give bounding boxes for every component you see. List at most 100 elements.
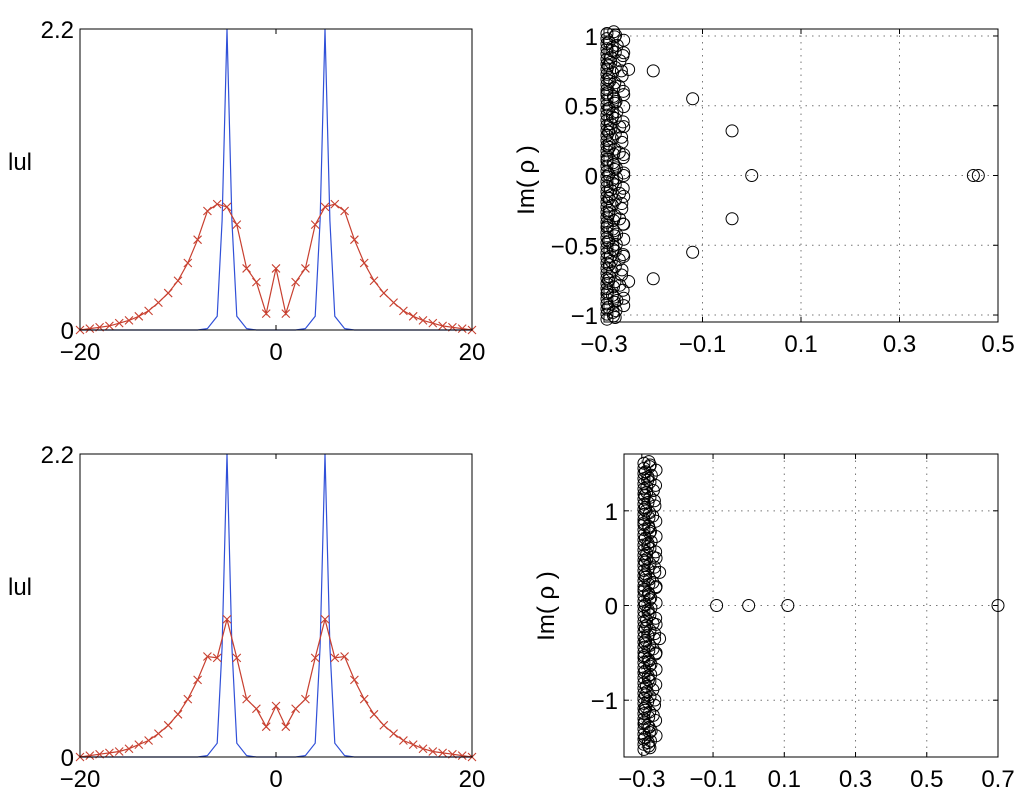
x-marker (418, 744, 428, 754)
x-marker (359, 694, 369, 704)
x-marker (105, 748, 114, 758)
eigenvalue-point (600, 307, 614, 321)
x-marker (183, 694, 193, 704)
eigenvalue-point (610, 294, 624, 308)
eigenvalue-point (600, 32, 614, 46)
x-marker (389, 729, 398, 738)
x-tick-label: 0.5 (981, 331, 1014, 358)
x-marker (428, 747, 438, 756)
eigenvalue-point (646, 509, 660, 523)
x-marker (330, 199, 340, 209)
x-marker (222, 614, 232, 624)
eigenvalue-point (617, 299, 631, 313)
panel-bottom-right: −0.3 −0.1 0.1 0.3 0.5 0.7 −1 0 1 Im( ρ ) (533, 453, 1015, 793)
y-tick-label: −0.5 (551, 233, 598, 260)
eigenvalue-point (608, 163, 622, 177)
eigenvalue-point (600, 78, 614, 92)
x-marker (85, 324, 95, 334)
x-marker (163, 720, 173, 730)
x-marker (369, 276, 379, 286)
axes-frame (623, 453, 999, 758)
eigenvalue-point (646, 272, 660, 286)
eigenvalue-point (637, 487, 651, 501)
x-marker (271, 701, 281, 711)
x-marker (301, 264, 310, 273)
series-line-1 (79, 203, 473, 331)
x-marker (379, 720, 389, 730)
x-marker (379, 288, 389, 298)
y-tick-label: 0 (605, 594, 618, 621)
x-marker (232, 220, 242, 230)
x-marker (291, 704, 300, 714)
eigenvalue-point (649, 662, 663, 676)
x-tick-label: 0.3 (883, 331, 916, 358)
eigenvalue-point (649, 551, 663, 565)
eigenvalue-point (637, 507, 651, 521)
eigenvalue-point (600, 134, 614, 148)
eigenvalue-point (600, 210, 614, 224)
x-marker (193, 675, 202, 685)
eigenvalue-point (600, 26, 614, 40)
eigenvalue-point (600, 236, 614, 250)
x-tick-label: −0.3 (580, 331, 627, 358)
eigenvalue-point (600, 261, 614, 275)
eigenvalue-point (617, 249, 631, 263)
eigenvalue-point (686, 245, 700, 259)
eigenvalue-point (622, 62, 636, 76)
x-marker (124, 316, 134, 325)
eigenvalue-point (615, 69, 629, 83)
eigenvalue-point (637, 456, 651, 470)
eigenvalue-point (725, 124, 739, 138)
eigenvalue-point (615, 202, 629, 216)
x-marker (310, 220, 320, 230)
x-marker (291, 277, 300, 287)
eigenvalue-point (616, 115, 630, 129)
eigenvalue-point (608, 96, 622, 110)
eigenvalue-point (600, 67, 614, 81)
x-marker (242, 694, 251, 704)
x-tick-label: 0.1 (784, 331, 817, 358)
y-tick-label: 2.2 (41, 17, 74, 44)
eigenvalue-point (615, 263, 629, 277)
eigenvalue-point (617, 189, 631, 203)
eigenvalue-point (609, 304, 623, 318)
eigenvalue-point (615, 130, 629, 144)
x-marker (389, 298, 398, 308)
x-marker (212, 199, 222, 209)
x-tick-label: 0.7 (981, 766, 1014, 793)
eigenvalue-point (745, 169, 759, 182)
x-marker (212, 653, 222, 663)
x-marker (320, 614, 330, 624)
y-tick-label: −1 (571, 303, 598, 330)
x-marker (193, 235, 202, 245)
eigenvalue-point (612, 253, 626, 267)
x-marker (183, 258, 193, 268)
eigenvalue-point (641, 495, 655, 509)
x-marker (399, 306, 408, 316)
x-marker (232, 653, 242, 663)
eigenvalue-point (646, 576, 660, 590)
eigenvalue-point (600, 37, 614, 51)
eigenvalue-point (600, 200, 614, 214)
eigenvalue-point (617, 232, 631, 246)
x-marker (134, 740, 144, 749)
eigenvalue-point (617, 46, 631, 60)
x-marker (261, 722, 271, 732)
x-tick-label: −20 (60, 339, 101, 366)
x-marker (301, 694, 310, 704)
eigenvalue-point (600, 241, 614, 255)
eigenvalue-point (617, 166, 631, 180)
eigenvalue-point (617, 291, 631, 305)
eigenvalue-point (646, 64, 660, 78)
x-tick-label: 0 (269, 339, 282, 366)
eigenvalue-point (606, 305, 620, 319)
eigenvalue-point (971, 169, 985, 182)
x-marker (271, 264, 281, 273)
eigenvalue-point (614, 64, 628, 78)
x-marker (261, 309, 271, 318)
eigenvalue-point (646, 642, 660, 656)
x-tick-label: 0.1 (768, 766, 801, 793)
x-marker (105, 321, 114, 331)
eigenvalue-point (613, 278, 627, 292)
